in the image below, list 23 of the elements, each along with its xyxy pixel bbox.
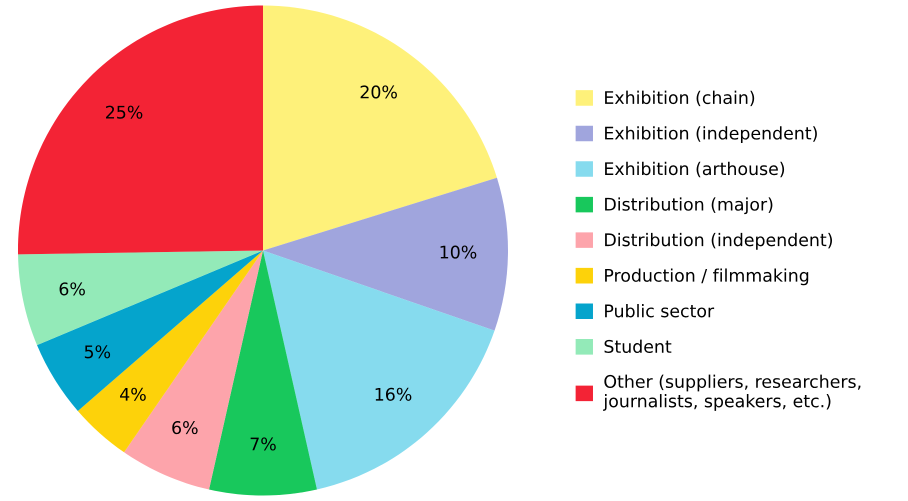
data-label: 16% xyxy=(376,388,412,401)
pie-slice xyxy=(18,250,263,346)
legend-label: Student xyxy=(604,340,672,354)
legend-label: Other (suppliers, researchers, journalists, speakers, etc.) xyxy=(603,374,860,411)
legend-label: Exhibition (chain) xyxy=(605,90,754,106)
pie-slice xyxy=(263,178,508,331)
legend-label: Distribution (major) xyxy=(605,197,772,214)
pie-slice xyxy=(209,250,317,496)
pie-slice xyxy=(18,6,263,254)
data-label: 25% xyxy=(106,106,142,119)
data-label: 20% xyxy=(360,85,397,99)
legend-label: Public sector xyxy=(605,304,714,318)
pie-slice xyxy=(37,250,263,411)
legend-label: Exhibition (independent) xyxy=(605,126,817,144)
data-label: 4% xyxy=(120,388,146,401)
legend-label: Exhibition (arthouse) xyxy=(605,162,784,178)
data-label: 7% xyxy=(250,437,276,451)
legend-label: Production / filmmaking xyxy=(605,268,808,286)
data-label: 6% xyxy=(172,421,198,434)
data-label: 5% xyxy=(84,345,110,358)
data-label: 6% xyxy=(60,282,85,296)
legend-label: Distribution (independent) xyxy=(605,232,832,250)
data-label: 10% xyxy=(440,246,476,259)
